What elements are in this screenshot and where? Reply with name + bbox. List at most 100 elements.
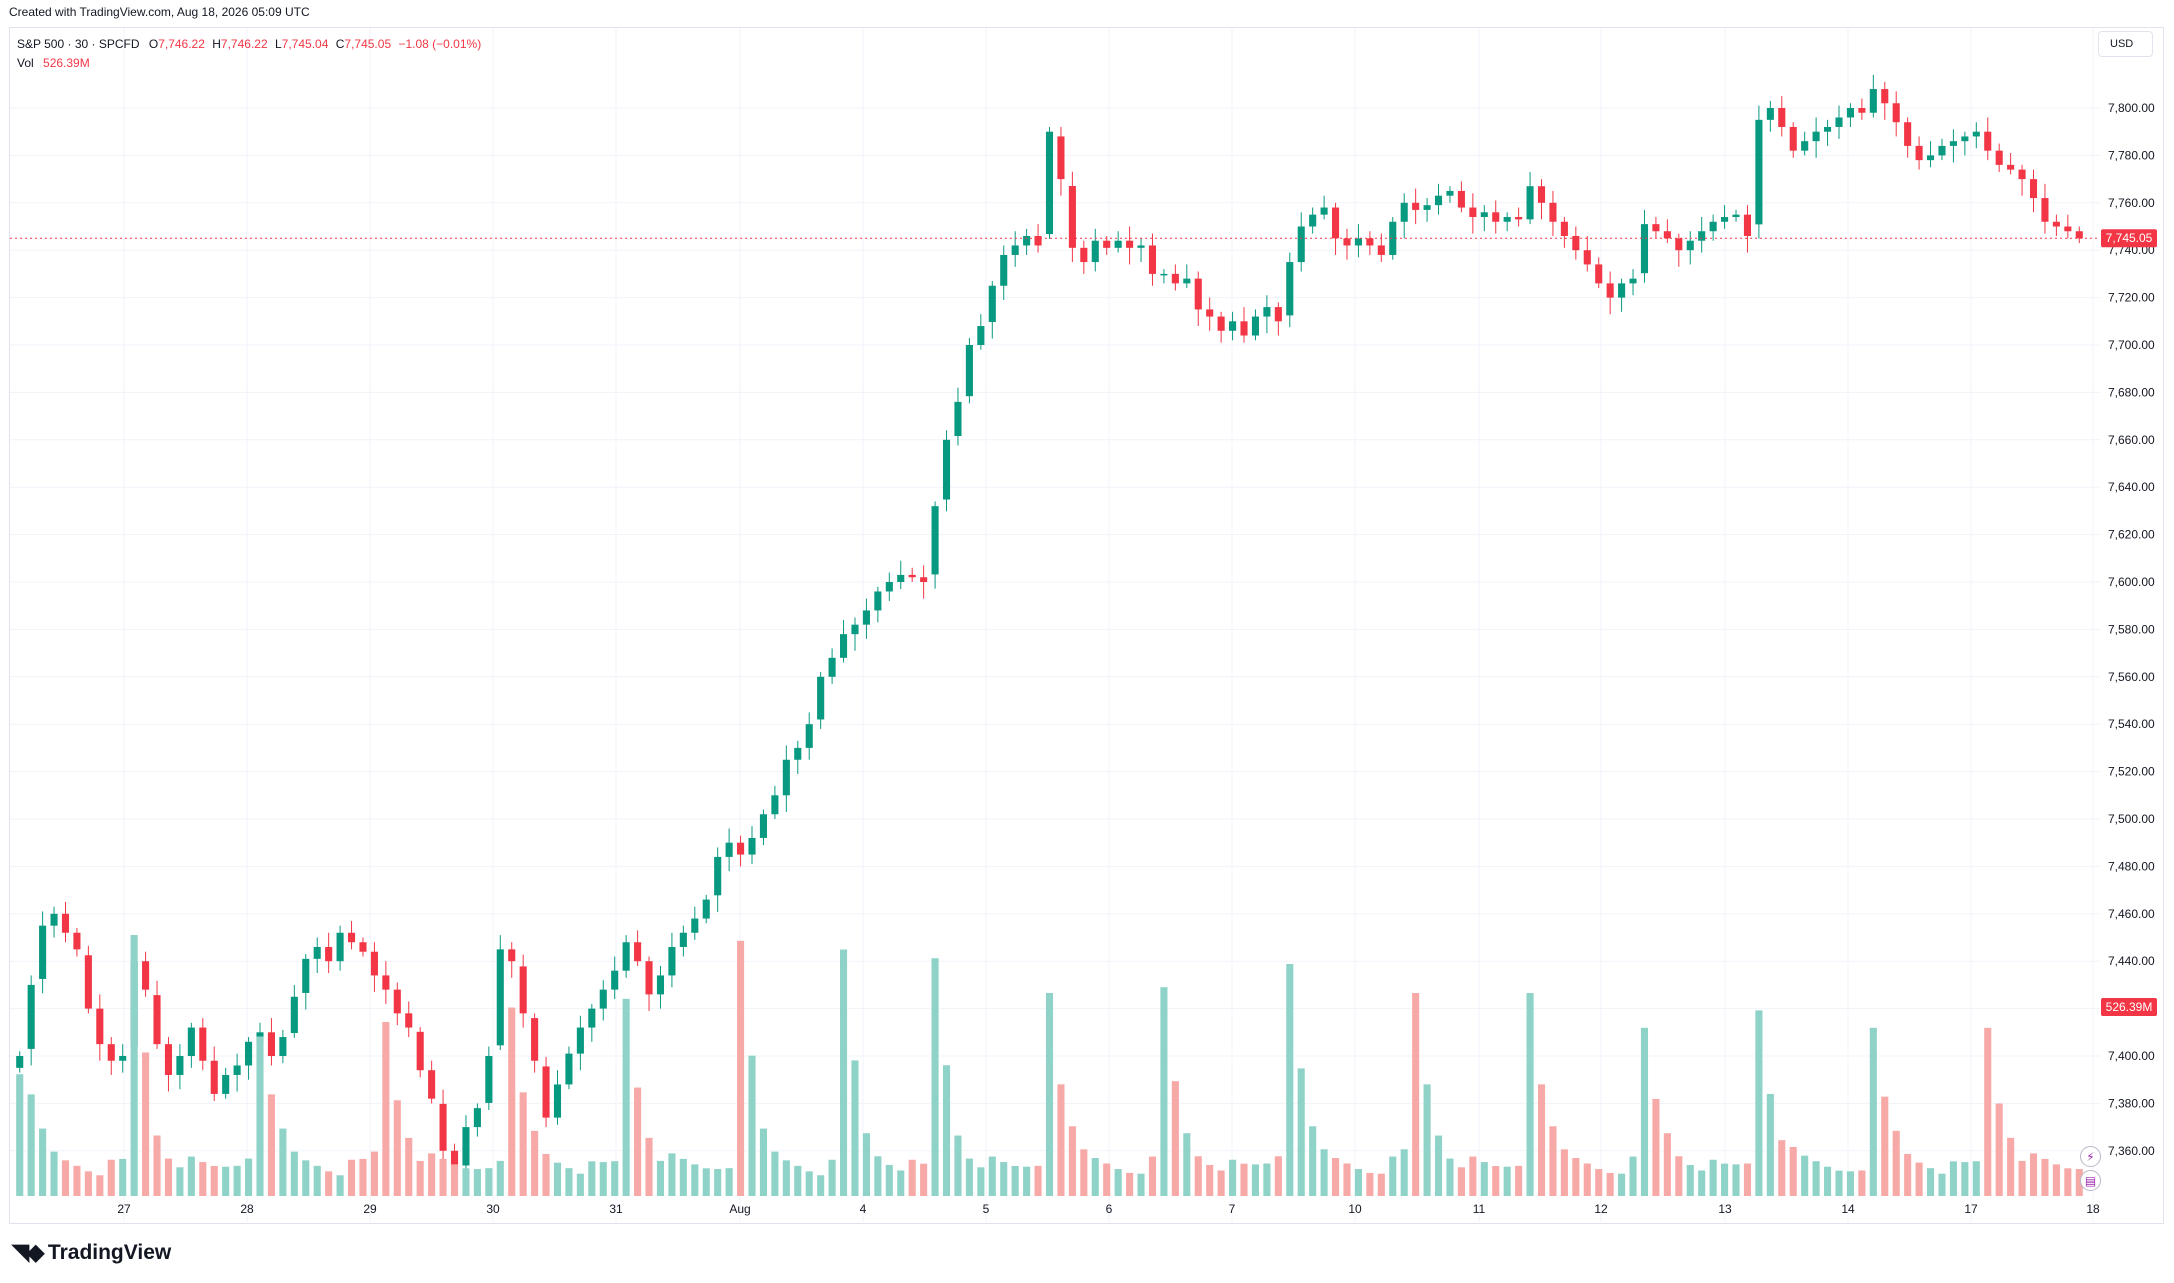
candle[interactable] (599, 980, 607, 1021)
candle[interactable] (1835, 105, 1843, 139)
candle[interactable] (393, 982, 401, 1026)
candle[interactable] (1549, 190, 1557, 236)
candle[interactable] (1537, 179, 1546, 220)
candle[interactable] (1503, 212, 1511, 232)
candle[interactable] (1972, 122, 1980, 149)
candle[interactable] (1366, 231, 1374, 255)
candle[interactable] (1183, 264, 1191, 289)
candle[interactable] (794, 740, 802, 774)
candle[interactable] (1434, 183, 1443, 215)
candle[interactable] (1904, 117, 1912, 158)
candle[interactable] (370, 942, 378, 993)
candle[interactable] (679, 925, 687, 957)
candle[interactable] (634, 930, 642, 966)
candle[interactable] (748, 826, 756, 865)
candle[interactable] (16, 1051, 24, 1073)
candle[interactable] (908, 567, 916, 582)
candle[interactable] (1446, 186, 1454, 203)
candle[interactable] (1274, 302, 1282, 336)
candle[interactable] (119, 1044, 127, 1073)
candle[interactable] (1412, 188, 1420, 225)
candle[interactable] (336, 925, 344, 971)
candle[interactable] (565, 1046, 573, 1090)
candle[interactable] (805, 712, 813, 760)
candle[interactable] (1938, 138, 1946, 161)
candle[interactable] (1858, 98, 1866, 120)
candle[interactable] (611, 956, 619, 1000)
candle[interactable] (2041, 183, 2049, 234)
candle[interactable] (691, 906, 699, 940)
candle[interactable] (1171, 264, 1179, 291)
candle[interactable] (290, 984, 298, 1038)
candle[interactable] (817, 672, 825, 729)
symbol-name[interactable]: S&P 500 · 30 · SPCFD (17, 37, 140, 51)
candle[interactable] (1011, 231, 1019, 267)
candle[interactable] (279, 1029, 287, 1064)
candle[interactable] (1332, 202, 1340, 255)
candle[interactable] (702, 894, 710, 924)
candle[interactable] (1812, 117, 1820, 158)
candle[interactable] (656, 965, 665, 1009)
candle[interactable] (874, 586, 882, 623)
candle[interactable] (714, 847, 722, 912)
candle[interactable] (1389, 217, 1397, 260)
candle[interactable] (1698, 217, 1706, 253)
candle[interactable] (2064, 214, 2072, 239)
candle[interactable] (199, 1018, 207, 1071)
candle[interactable] (302, 954, 310, 1010)
candle[interactable] (771, 785, 779, 819)
candle[interactable] (1229, 311, 1237, 341)
candle[interactable] (1091, 228, 1099, 272)
candle[interactable] (1915, 136, 1923, 170)
candle[interactable] (39, 911, 47, 994)
candle[interactable] (267, 1018, 275, 1066)
candle[interactable] (1926, 141, 1935, 168)
candle[interactable] (531, 1013, 539, 1073)
candle[interactable] (851, 617, 859, 651)
candle[interactable] (1103, 235, 1111, 255)
candle[interactable] (1652, 217, 1660, 239)
candle[interactable] (1618, 278, 1626, 312)
candle[interactable] (1778, 96, 1786, 137)
candle[interactable] (210, 1046, 218, 1102)
candle[interactable] (1240, 307, 1248, 343)
candle[interactable] (1126, 226, 1134, 265)
candle[interactable] (1492, 200, 1500, 234)
candle[interactable] (1686, 231, 1694, 265)
candle[interactable] (187, 1022, 195, 1068)
candle[interactable] (84, 945, 92, 1014)
candle[interactable] (1194, 271, 1202, 327)
candle[interactable] (1526, 171, 1534, 225)
candle[interactable] (1824, 119, 1832, 146)
candle[interactable] (50, 906, 58, 938)
candle[interactable] (1995, 143, 2003, 172)
candle[interactable] (1961, 131, 1969, 156)
candle[interactable] (473, 1103, 481, 1137)
candle[interactable] (988, 281, 996, 339)
candle[interactable] (668, 932, 676, 988)
calendar-icon[interactable]: ▤ (2080, 1170, 2101, 1191)
candle[interactable] (96, 994, 104, 1061)
candle[interactable] (1320, 195, 1328, 220)
candle[interactable] (27, 975, 35, 1066)
candle[interactable] (1869, 74, 1877, 118)
candle[interactable] (1755, 105, 1763, 239)
candle[interactable] (1663, 219, 1671, 244)
candle[interactable] (1297, 212, 1305, 272)
currency-button[interactable]: USD (2098, 31, 2153, 57)
candle[interactable] (1766, 100, 1774, 132)
candle[interactable] (142, 951, 150, 997)
candle[interactable] (1423, 198, 1431, 222)
candle[interactable] (920, 565, 928, 599)
candle[interactable] (954, 387, 962, 446)
candle[interactable] (382, 961, 390, 1004)
candle[interactable] (2052, 214, 2060, 236)
lightning-icon[interactable]: ⚡ (2080, 1146, 2101, 1167)
candle[interactable] (553, 1070, 562, 1125)
candle[interactable] (508, 942, 516, 978)
candle[interactable] (542, 1056, 550, 1128)
candle[interactable] (759, 809, 767, 846)
candle[interactable] (1354, 224, 1362, 258)
candle[interactable] (1675, 233, 1683, 267)
